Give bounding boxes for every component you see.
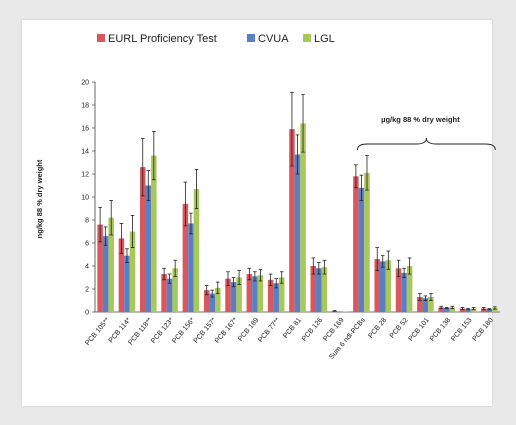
- bar: [246, 274, 253, 312]
- y-tick-label: 14: [81, 149, 89, 156]
- bar: [353, 176, 359, 312]
- legend-label: EURL Proficiency Test: [108, 33, 217, 45]
- x-tick-label: PCB 167*: [214, 317, 239, 345]
- y-tick-label: 6: [85, 241, 89, 248]
- y-tick-label: 16: [81, 126, 89, 133]
- bar: [321, 267, 328, 312]
- bar: [364, 172, 370, 312]
- bars: [97, 123, 498, 313]
- legend-swatch: [247, 34, 255, 42]
- x-tick-label: PCB 52: [389, 317, 410, 340]
- bar: [252, 276, 258, 312]
- bar: [97, 224, 103, 312]
- bar: [289, 129, 295, 312]
- bar: [230, 282, 237, 312]
- bar: [172, 268, 178, 312]
- legend-swatch: [303, 34, 311, 42]
- bar: [215, 287, 221, 312]
- bar: [486, 309, 493, 312]
- y-tick-label: 12: [81, 172, 89, 179]
- bar: [443, 307, 450, 312]
- bar: [492, 307, 498, 312]
- figure-frame: [10, 10, 506, 415]
- bar: [166, 278, 173, 312]
- x-tick-label: PCB 101: [408, 317, 431, 343]
- y-tick-label: 10: [81, 195, 89, 202]
- bar: [438, 307, 444, 312]
- bar: [342, 311, 349, 312]
- bar: [145, 185, 152, 312]
- bar: [316, 268, 322, 312]
- annotation: µg/kg 88 % dry weight: [356, 115, 496, 151]
- y-axis: 0 2 4 6 8 10 12 14 16 18 20: [81, 80, 96, 317]
- y-tick-label: 20: [81, 80, 89, 87]
- bar: [449, 307, 456, 312]
- error-bars: [98, 91, 497, 312]
- legend: EURL Proficiency Test CVUA LGL: [97, 33, 335, 45]
- legend-label: LGL: [314, 33, 335, 45]
- bar: [151, 155, 157, 312]
- x-axis: PCB 105**PCB 114*PCB 118**PCB 123*PCB 15…: [84, 311, 500, 361]
- y-tick-label: 8: [85, 218, 89, 225]
- x-tick-label: PCB 105**: [84, 317, 111, 347]
- bar: [428, 297, 434, 312]
- bar: [401, 272, 407, 312]
- legend-label: CVUA: [258, 33, 289, 45]
- bar: [267, 279, 274, 312]
- bar: [422, 298, 429, 312]
- bar: [257, 275, 264, 312]
- x-tick-label: PCB 77**: [257, 317, 282, 344]
- bar: [225, 278, 231, 312]
- bar: [300, 123, 306, 313]
- bar: [129, 231, 136, 312]
- y-tick-label: 2: [85, 287, 89, 294]
- bar: [417, 297, 423, 312]
- bar: [358, 187, 365, 312]
- bar: [470, 308, 477, 312]
- bar: [182, 203, 189, 312]
- x-tick-label: PCB 138: [429, 317, 452, 343]
- bar: [209, 293, 216, 312]
- legend-swatch: [97, 34, 105, 42]
- y-tick-label: 18: [81, 103, 89, 110]
- bar: [273, 283, 279, 312]
- bar: [294, 154, 301, 312]
- bar: [188, 223, 194, 312]
- bar: [465, 309, 471, 312]
- bar: [278, 277, 285, 312]
- annotation-label: µg/kg 88 % dry weight: [381, 115, 460, 124]
- bar: [481, 308, 487, 312]
- x-tick-label: PCB 28: [367, 317, 388, 340]
- x-tick-label: PCB 180: [471, 317, 494, 343]
- bar: [374, 259, 380, 312]
- x-tick-label: PCB 153: [450, 317, 473, 343]
- x-tick-label: PCB 126: [301, 317, 324, 343]
- bar: [108, 217, 114, 312]
- x-tick-label: PCB 81: [282, 317, 303, 340]
- y-tick-label: 4: [85, 264, 89, 271]
- bar: [102, 236, 109, 312]
- y-axis-label: ng/kg 88 % dry weight: [35, 159, 44, 238]
- bar: [118, 238, 125, 312]
- bar: [193, 188, 200, 312]
- bar: [236, 277, 242, 312]
- bar: [379, 261, 386, 312]
- bar: [459, 308, 466, 312]
- annotation-brace: [356, 137, 496, 151]
- bar: [139, 167, 146, 312]
- bar: [161, 274, 167, 312]
- y-tick-label: 0: [85, 310, 89, 317]
- bar: [310, 266, 317, 312]
- bar: [406, 266, 413, 312]
- bar: [395, 268, 402, 312]
- bar: [203, 290, 210, 312]
- bar: [337, 311, 343, 312]
- bar: [124, 255, 130, 312]
- bar: [385, 260, 392, 312]
